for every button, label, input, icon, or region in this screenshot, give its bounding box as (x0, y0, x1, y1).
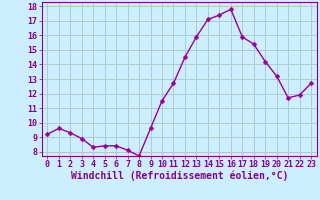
X-axis label: Windchill (Refroidissement éolien,°C): Windchill (Refroidissement éolien,°C) (70, 171, 288, 181)
